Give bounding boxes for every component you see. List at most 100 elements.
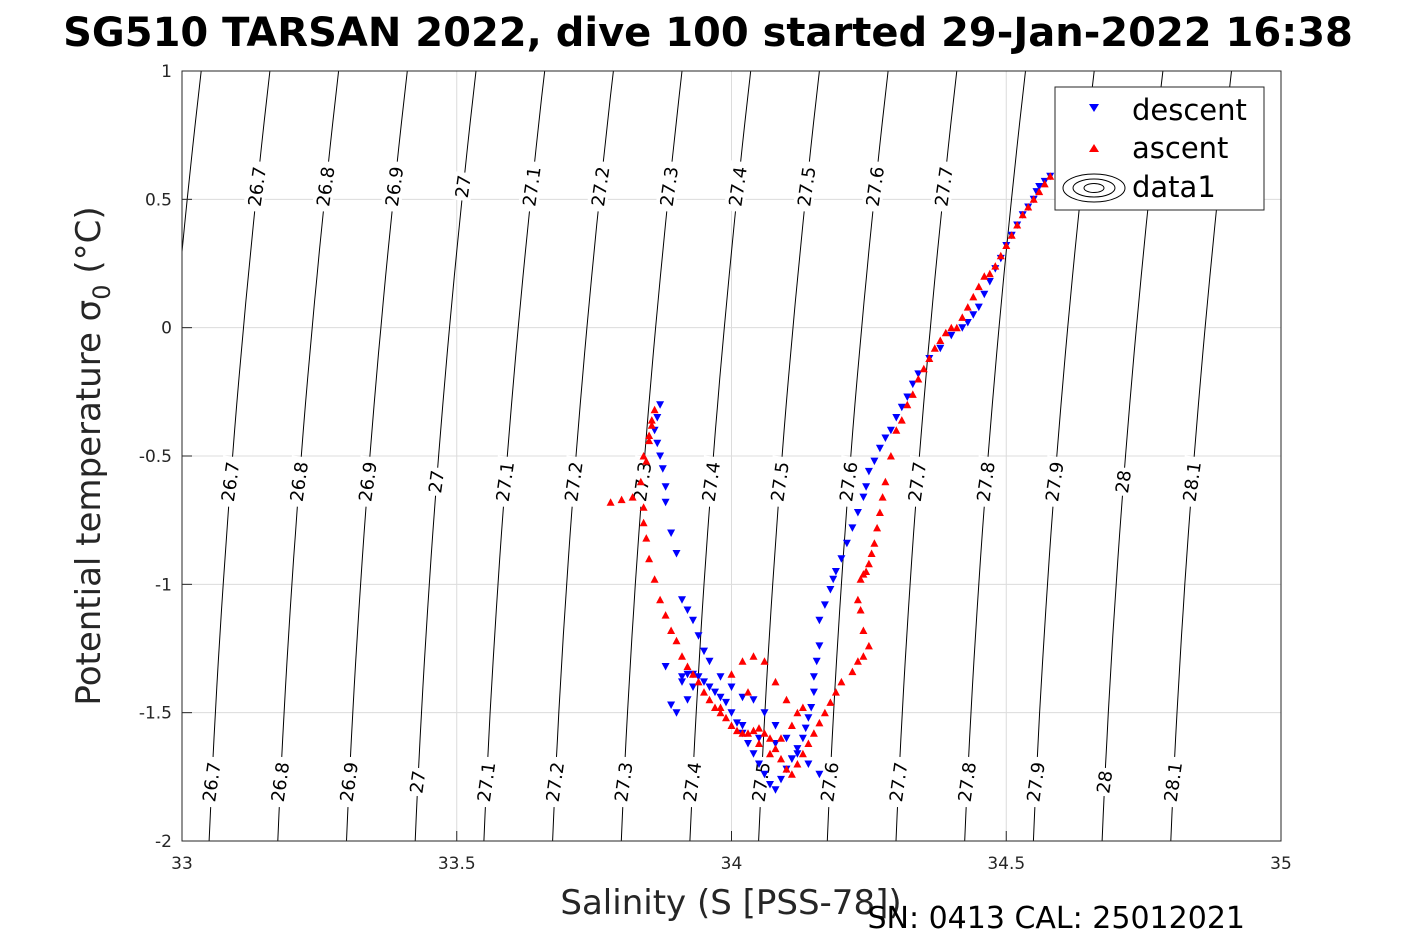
descent-point <box>727 683 736 691</box>
descent-point <box>700 647 708 656</box>
ascent-point <box>722 713 730 722</box>
isopycnal-label-bg <box>540 755 568 809</box>
ascent-point <box>639 518 648 527</box>
y-axis-label-text: Potential temperature <box>69 321 109 705</box>
ascent-point <box>727 670 736 678</box>
ascent-point <box>672 636 681 645</box>
isopycnal-label: 28 <box>1091 766 1117 798</box>
ascent-point <box>705 695 714 704</box>
descent-point <box>848 524 857 532</box>
isopycnal-label: 26.7 <box>197 755 225 809</box>
descent-point <box>870 457 879 466</box>
descent-point <box>903 393 912 401</box>
ascent-point <box>760 657 769 665</box>
isopycnal-label: 27.2 <box>540 755 569 809</box>
ascent-point <box>864 641 873 650</box>
ascent-point <box>617 495 626 504</box>
isopycnal-label-bg <box>1159 755 1186 809</box>
y-tick-label: 1 <box>161 62 172 82</box>
descent-point <box>667 701 676 709</box>
ascent-point <box>831 688 840 696</box>
isopycnal-label: 27.1 <box>472 755 500 809</box>
x-tick-label: 33 <box>171 854 193 874</box>
ascent-point <box>694 677 703 686</box>
descent-point <box>864 467 873 476</box>
isopycnal-label-bg <box>423 466 448 497</box>
descent-point <box>826 586 835 594</box>
ascent-point <box>985 269 994 278</box>
ascent-point <box>919 364 928 373</box>
isopycnal-label-bg <box>1091 766 1116 798</box>
ascent-point <box>656 595 665 604</box>
isopycnal-label-bg <box>609 755 637 809</box>
descent-point <box>683 670 692 679</box>
isopycnal-label-bg <box>903 455 930 508</box>
ascent-point <box>1018 210 1027 219</box>
ascent-point <box>689 670 697 678</box>
isopycnal-label-bg <box>353 455 381 508</box>
ascent-point <box>864 559 873 568</box>
descent-point <box>727 709 736 717</box>
descent-point <box>661 663 670 671</box>
descent-point <box>760 770 769 779</box>
descent-point <box>749 750 758 758</box>
ascent-point <box>947 323 956 332</box>
ascent-point <box>958 313 967 321</box>
descent-point <box>969 311 978 319</box>
isopycnal-label-bg <box>242 160 270 213</box>
ascent-point <box>837 677 846 686</box>
descent-point <box>755 760 763 768</box>
ascent-point <box>996 251 1005 260</box>
y-axis-label-subscript: 0 <box>88 284 116 299</box>
descent-point <box>829 575 838 584</box>
descent-point <box>689 616 697 625</box>
descent-point <box>936 344 945 353</box>
isopycnal-label-bg <box>1040 455 1068 508</box>
isopycnal-label-bg <box>334 755 362 809</box>
ascent-point <box>639 503 648 511</box>
descent-point <box>653 414 662 422</box>
descent-point <box>777 775 785 784</box>
isopycnal-label-bg <box>197 755 225 809</box>
legend: descent ascent data1 <box>1054 86 1265 211</box>
isopycnal-label: 28 <box>1110 466 1136 497</box>
x-axis-label: Salinity (S [PSS-78]) <box>560 883 901 923</box>
data-markers <box>606 172 1055 794</box>
ascent-point <box>647 416 656 424</box>
ascent-point <box>777 754 785 763</box>
ascent-point <box>930 344 939 352</box>
ascent-point <box>760 729 769 737</box>
descent-point <box>859 493 868 502</box>
ascent-point <box>749 726 758 735</box>
descent-point <box>744 740 752 748</box>
isopycnal-label: 27.1 <box>490 455 519 508</box>
ascent-point <box>766 734 774 742</box>
ascent-point <box>733 726 741 735</box>
descent-point <box>947 331 956 340</box>
descent-point <box>694 632 703 640</box>
descent-point <box>678 678 686 686</box>
ascent-point <box>925 354 934 362</box>
isopycnal-label-bg <box>405 766 429 798</box>
ascent-point <box>645 554 654 563</box>
descent-point <box>809 688 818 697</box>
ascent-point <box>700 688 708 696</box>
y-tick-label: 0.5 <box>145 190 172 210</box>
descent-point <box>809 673 818 681</box>
ascent-point <box>870 539 879 547</box>
descent-point <box>862 483 871 491</box>
x-tick-label: 34.5 <box>987 854 1025 874</box>
ascent-point <box>650 575 659 583</box>
isopycnal-label-bg <box>765 455 793 508</box>
isopycnal-label-bg <box>815 755 843 809</box>
descent-point <box>667 529 676 537</box>
descent-point <box>656 401 665 409</box>
ascent-point <box>636 477 645 486</box>
descent-point <box>771 722 780 730</box>
descent-point <box>881 434 890 442</box>
isopycnal-label-text: 28 <box>1112 469 1136 495</box>
ascent-point <box>963 303 972 311</box>
ascent-point <box>787 721 796 729</box>
descent-point <box>683 696 692 704</box>
isopycnal-label-bg <box>586 160 614 213</box>
